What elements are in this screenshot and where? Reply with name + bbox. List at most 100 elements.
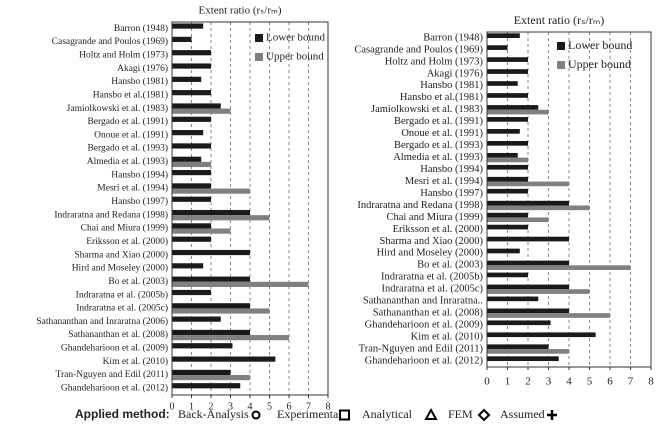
bar [172, 303, 250, 309]
bar [487, 164, 528, 170]
x-tick-label: 6 [607, 376, 613, 388]
y-tick-label: Onoue et al. (1991) [401, 128, 483, 139]
x-tick-label: 6 [287, 401, 292, 412]
y-tick-label: Holtz and Holm (1973) [385, 56, 484, 67]
y-tick-label: Sathananthan and Inraratna.. [363, 296, 483, 307]
y-tick-label: Hird and Moseley (2000) [377, 248, 484, 259]
bar [487, 284, 569, 290]
y-tick-label: Indraratna and Redana (1998) [54, 209, 168, 220]
bar [487, 188, 528, 194]
bar [487, 140, 528, 146]
y-tick-label: Sathananthan et al. (2008) [373, 308, 484, 319]
bar [487, 349, 569, 354]
method-label: Assumed [500, 407, 545, 421]
y-tick-label: Indraratna et al. (2005b) [76, 289, 168, 300]
bar [487, 265, 631, 270]
x-tick-label: 3 [546, 376, 552, 388]
x-tick-label: 5 [587, 376, 593, 388]
legend-swatch [557, 42, 565, 50]
y-tick-label: Holtz and Holm (1973) [79, 49, 168, 60]
plot-frame [486, 31, 652, 368]
bar [172, 130, 204, 136]
y-tick-label: Jamiolkowski et al. (1983) [371, 104, 483, 115]
legend-label: Upper bound [568, 57, 631, 71]
method-symbol [251, 410, 261, 420]
y-tick-label: Hansbo (1981) [420, 80, 483, 91]
legend-swatch [255, 53, 263, 61]
bar [172, 369, 231, 376]
y-tick-label: Barron (1948) [423, 32, 483, 43]
bar [487, 313, 610, 318]
bar [172, 236, 211, 242]
bar [487, 289, 590, 294]
x-tick-label: 0 [170, 401, 175, 412]
y-tick-label: Hansbo (1997) [420, 188, 483, 199]
bar [487, 157, 528, 163]
bar [172, 228, 231, 234]
y-tick-label: Indraratna et al. (2005b) [381, 272, 484, 283]
bar [172, 249, 250, 256]
y-tick-label: Tran-Nguyen and Edil (2011) [359, 343, 484, 354]
y-tick-label: Jamiolkowski et al. (1983) [67, 103, 168, 114]
y-tick-label: Bergado et al. (1993) [87, 143, 168, 154]
y-tick-label: Chai and Miura (1999) [81, 223, 168, 234]
bar [172, 289, 211, 296]
x-tick-label: 7 [628, 376, 634, 388]
bar [487, 69, 528, 74]
bar [172, 90, 211, 96]
bar [172, 116, 211, 122]
y-tick-label: Hansbo et al.(1981) [93, 89, 168, 100]
y-tick-label: Sharma and Xiao (2000) [74, 249, 168, 260]
bar [487, 81, 518, 86]
x-tick-label: 3 [228, 401, 233, 412]
y-tick-label: Indraratna and Redana (1998) [357, 200, 483, 211]
bar [172, 383, 241, 389]
bar [172, 63, 211, 69]
x-tick-label: 5 [267, 401, 272, 412]
bar [487, 212, 528, 218]
x-tick-label: 4 [566, 376, 572, 388]
y-tick-label: Sathananthan et al. (2008) [68, 329, 168, 340]
bar [172, 223, 211, 229]
bar [487, 320, 551, 326]
bar [172, 263, 204, 269]
x-tick-label: 1 [505, 376, 511, 388]
bar [172, 343, 233, 349]
y-tick-label: Indraratna et al. (2005c) [382, 284, 484, 295]
y-tick-label: Hansbo (1997) [111, 196, 168, 207]
bar [487, 332, 596, 338]
bar [172, 375, 250, 381]
bar [487, 181, 569, 187]
bar [172, 316, 221, 322]
y-tick-label: Almedia et al. (1993) [393, 152, 483, 163]
y-tick-label: Hansbo (1994) [420, 164, 483, 175]
y-tick-label: Bergado et al. (1991) [394, 116, 484, 127]
applied-method-legend: Applied method: Back-Analysis Experiment… [75, 407, 557, 422]
x-tick-label: 2 [209, 401, 214, 412]
bar [172, 215, 270, 221]
bar [487, 205, 590, 211]
chart-title: Extent ratio (rₛ/rₘ) [514, 13, 605, 27]
y-tick-label: Kim et al. (2010) [411, 331, 484, 342]
method-label: Back-Analysis [178, 407, 249, 421]
x-tick-label: 0 [484, 376, 490, 388]
y-tick-label: Ghandeharioon et al. (2009) [365, 320, 484, 331]
bar [172, 76, 202, 82]
y-tick-label: Hansbo et al.(1981) [400, 92, 484, 103]
bar [487, 152, 518, 158]
y-tick-label: Sathananthan and Inraratna (2006) [36, 316, 168, 327]
bar [487, 105, 539, 110]
bar [172, 23, 204, 29]
y-tick-label: Kim et al. (2010) [103, 356, 168, 367]
bar [172, 196, 211, 202]
legend-label: Upper bound [266, 51, 324, 63]
x-tick-label: 2 [525, 376, 531, 388]
bar [172, 108, 231, 114]
bar [172, 170, 211, 176]
bar [487, 217, 549, 223]
bar [172, 161, 211, 168]
bar [487, 200, 569, 206]
bar [172, 281, 309, 287]
method-label: Analytical [362, 407, 413, 421]
bar [172, 103, 221, 109]
